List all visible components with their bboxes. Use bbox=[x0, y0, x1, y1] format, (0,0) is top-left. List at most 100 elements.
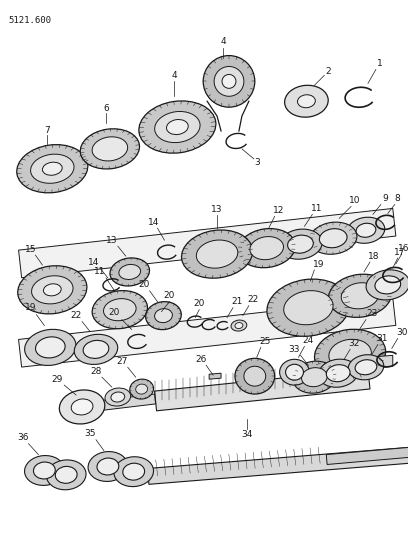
Text: 20: 20 bbox=[163, 291, 175, 300]
Text: 34: 34 bbox=[240, 430, 252, 439]
Text: 20: 20 bbox=[108, 308, 119, 317]
Text: 5121.600: 5121.600 bbox=[9, 16, 52, 25]
Ellipse shape bbox=[92, 137, 127, 161]
Text: 27: 27 bbox=[116, 357, 127, 366]
Ellipse shape bbox=[31, 276, 73, 304]
Ellipse shape bbox=[88, 451, 127, 481]
Text: 19: 19 bbox=[312, 260, 323, 269]
Ellipse shape bbox=[25, 456, 64, 486]
Ellipse shape bbox=[355, 223, 375, 237]
Ellipse shape bbox=[292, 361, 335, 393]
Ellipse shape bbox=[328, 340, 371, 369]
Text: 20: 20 bbox=[193, 299, 204, 308]
Ellipse shape bbox=[55, 466, 77, 483]
Text: 26: 26 bbox=[195, 355, 207, 364]
Ellipse shape bbox=[278, 229, 321, 259]
Ellipse shape bbox=[196, 240, 237, 268]
Ellipse shape bbox=[346, 217, 384, 244]
Text: 29: 29 bbox=[52, 375, 63, 384]
Ellipse shape bbox=[34, 462, 55, 479]
Ellipse shape bbox=[279, 359, 309, 385]
Ellipse shape bbox=[43, 162, 62, 175]
Text: 16: 16 bbox=[397, 244, 409, 253]
Ellipse shape bbox=[139, 101, 216, 153]
Text: 14: 14 bbox=[148, 218, 159, 227]
Text: 1: 1 bbox=[376, 59, 382, 68]
Polygon shape bbox=[18, 208, 395, 278]
Polygon shape bbox=[209, 373, 220, 379]
Ellipse shape bbox=[80, 129, 139, 169]
Text: 35: 35 bbox=[84, 429, 96, 438]
Ellipse shape bbox=[285, 364, 303, 380]
Text: 31: 31 bbox=[375, 334, 387, 343]
Polygon shape bbox=[18, 298, 395, 367]
Ellipse shape bbox=[111, 392, 124, 402]
Ellipse shape bbox=[130, 379, 153, 399]
Ellipse shape bbox=[18, 266, 87, 314]
Ellipse shape bbox=[83, 341, 108, 358]
Text: 22: 22 bbox=[70, 311, 81, 320]
Ellipse shape bbox=[319, 229, 346, 248]
Polygon shape bbox=[367, 356, 392, 369]
Text: 12: 12 bbox=[272, 206, 283, 215]
Text: 15: 15 bbox=[25, 245, 36, 254]
Text: 8: 8 bbox=[394, 194, 400, 203]
Ellipse shape bbox=[318, 359, 357, 387]
Ellipse shape bbox=[114, 457, 153, 487]
Ellipse shape bbox=[309, 222, 356, 254]
Polygon shape bbox=[154, 369, 369, 411]
Ellipse shape bbox=[154, 111, 200, 143]
Text: 22: 22 bbox=[247, 295, 258, 304]
Text: 10: 10 bbox=[348, 196, 360, 205]
Text: 2: 2 bbox=[325, 67, 330, 76]
Ellipse shape bbox=[154, 309, 172, 322]
Text: 17: 17 bbox=[393, 248, 405, 256]
Polygon shape bbox=[326, 447, 409, 464]
Ellipse shape bbox=[222, 75, 235, 88]
Ellipse shape bbox=[354, 360, 376, 375]
Text: 33: 33 bbox=[288, 345, 299, 354]
Ellipse shape bbox=[74, 334, 117, 365]
Text: 4: 4 bbox=[171, 71, 177, 80]
Text: 20: 20 bbox=[137, 280, 149, 289]
Ellipse shape bbox=[36, 337, 65, 358]
Ellipse shape bbox=[43, 284, 61, 296]
Ellipse shape bbox=[46, 460, 86, 490]
Text: 13: 13 bbox=[106, 236, 117, 245]
Text: 23: 23 bbox=[365, 309, 377, 318]
Ellipse shape bbox=[326, 365, 349, 382]
Ellipse shape bbox=[97, 458, 119, 475]
Ellipse shape bbox=[123, 463, 144, 480]
Text: 21: 21 bbox=[231, 297, 242, 306]
Ellipse shape bbox=[181, 230, 252, 278]
Ellipse shape bbox=[230, 320, 246, 331]
Text: 6: 6 bbox=[103, 104, 108, 112]
Ellipse shape bbox=[243, 366, 265, 386]
Ellipse shape bbox=[234, 322, 242, 328]
Text: 18: 18 bbox=[367, 252, 379, 261]
Ellipse shape bbox=[31, 154, 74, 183]
Text: 4: 4 bbox=[220, 37, 225, 46]
Text: 11: 11 bbox=[310, 204, 321, 213]
Ellipse shape bbox=[238, 229, 294, 268]
Text: 3: 3 bbox=[253, 158, 259, 167]
Ellipse shape bbox=[92, 290, 147, 329]
Ellipse shape bbox=[297, 95, 315, 108]
Ellipse shape bbox=[328, 274, 391, 317]
Ellipse shape bbox=[284, 85, 328, 117]
Text: 24: 24 bbox=[302, 336, 313, 345]
Ellipse shape bbox=[287, 235, 312, 253]
Ellipse shape bbox=[314, 329, 385, 379]
Ellipse shape bbox=[203, 55, 254, 107]
Ellipse shape bbox=[340, 282, 378, 309]
Ellipse shape bbox=[17, 144, 88, 193]
Text: 9: 9 bbox=[381, 194, 387, 203]
Text: 11: 11 bbox=[94, 268, 106, 277]
Ellipse shape bbox=[103, 298, 136, 321]
Ellipse shape bbox=[301, 368, 326, 386]
Ellipse shape bbox=[213, 67, 243, 96]
Text: 14: 14 bbox=[88, 257, 99, 266]
Ellipse shape bbox=[365, 270, 409, 300]
Ellipse shape bbox=[374, 276, 400, 294]
Ellipse shape bbox=[166, 119, 188, 134]
